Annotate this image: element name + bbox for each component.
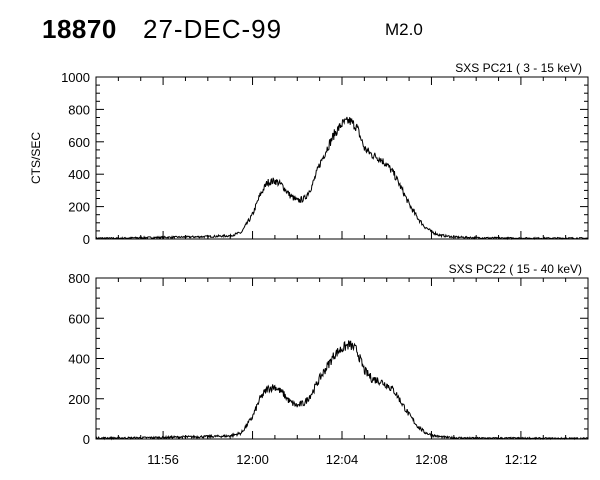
y-tick-label: 400 xyxy=(68,352,90,367)
y-tick-label: 800 xyxy=(68,102,90,117)
y-tick-label: 0 xyxy=(83,432,90,447)
plot-frame-1 xyxy=(95,76,589,240)
event-id: 18870 xyxy=(42,14,117,44)
y-tick-label: 600 xyxy=(68,311,90,326)
series-line-2 xyxy=(95,340,589,441)
x-tick-label: 12:08 xyxy=(415,452,448,467)
chart-header: 18870 27-DEC-99 M2.0 xyxy=(0,0,600,60)
y-tick-label: 200 xyxy=(68,392,90,407)
event-date: 27-DEC-99 xyxy=(143,14,283,44)
y-axis-label: CTS/SEC xyxy=(29,132,43,184)
y-tick-label: 600 xyxy=(68,135,90,150)
x-tick-label: 12:04 xyxy=(326,452,359,467)
flare-class: M2.0 xyxy=(385,20,423,39)
plot-frame-2 xyxy=(95,277,589,440)
y-tick-label: 200 xyxy=(68,200,90,215)
x-tick-label: 12:00 xyxy=(236,452,269,467)
y-tick-label: 0 xyxy=(83,232,90,247)
x-tick-label: 11:56 xyxy=(147,452,179,467)
y-tick-label: 400 xyxy=(68,167,90,182)
y-tick-label: 1000 xyxy=(61,70,90,85)
panel-title-2: SXS PC22 ( 15 - 40 keV) xyxy=(449,262,582,276)
panel-title-1: SXS PC21 ( 3 - 15 keV) xyxy=(455,61,582,75)
series-line-1 xyxy=(95,116,589,241)
x-tick-label: 12:12 xyxy=(505,452,538,467)
y-tick-label: 800 xyxy=(68,271,90,286)
